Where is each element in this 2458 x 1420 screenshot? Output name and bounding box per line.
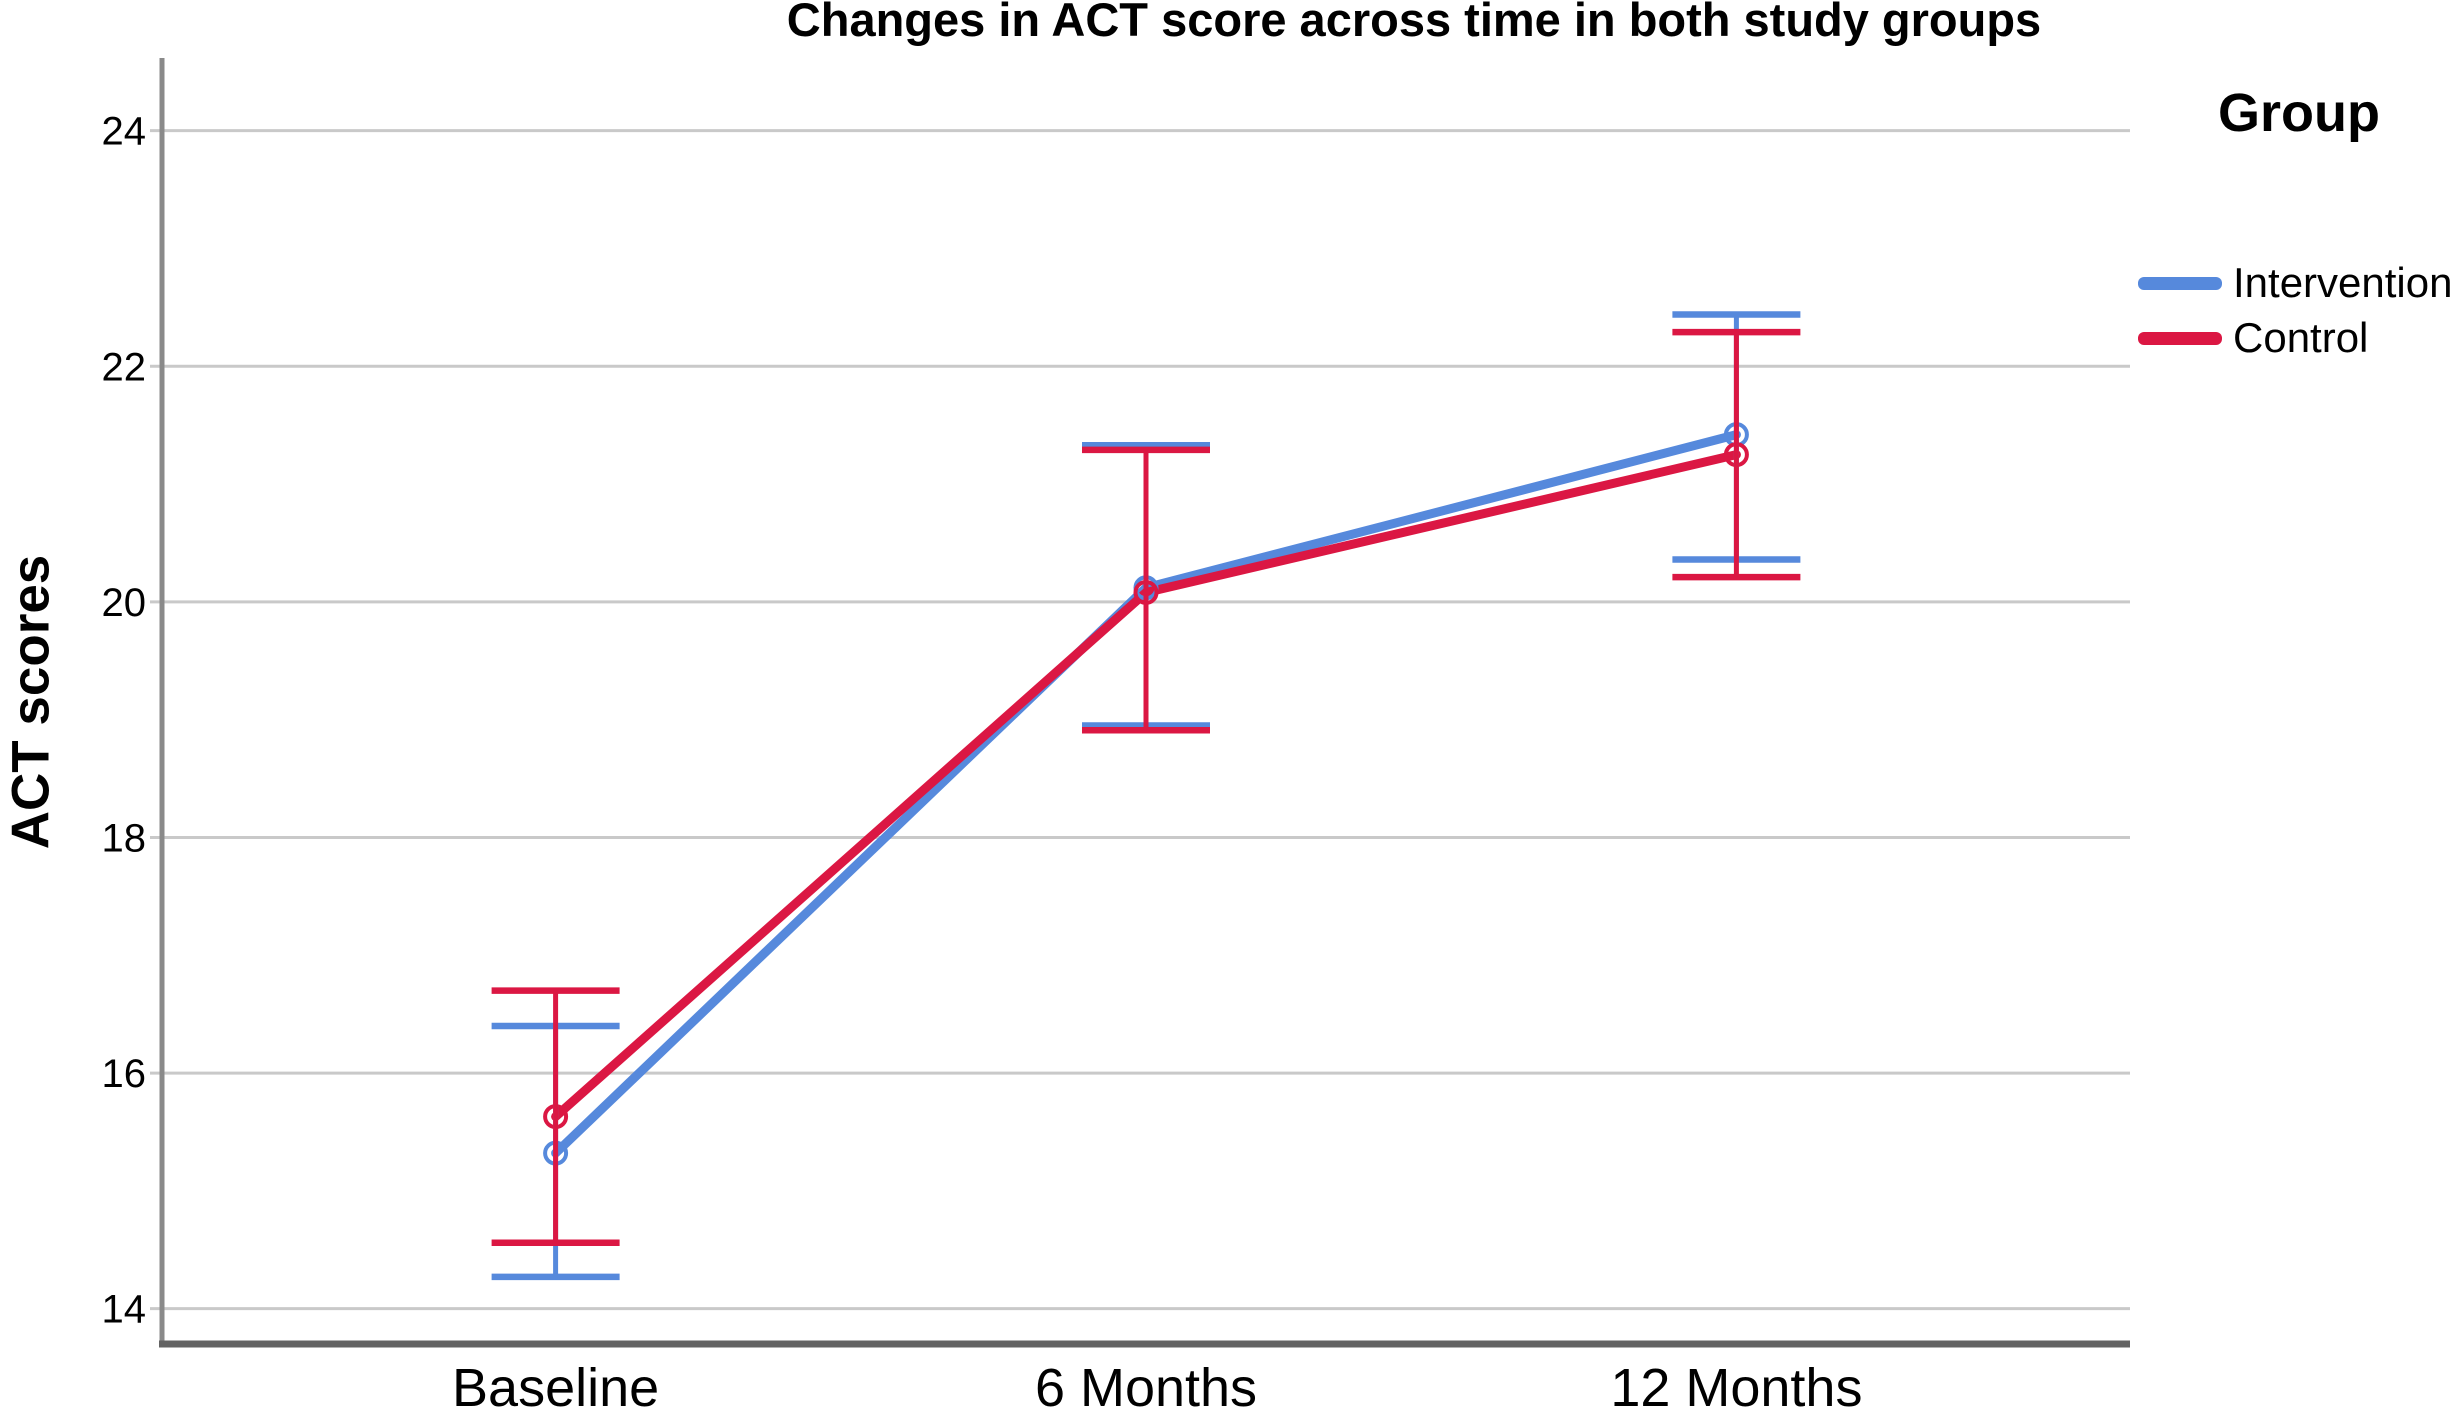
y-tick-label: 16 [102,1052,147,1096]
legend-item-intervention: Intervention [2138,262,2452,304]
y-tick-label: 14 [102,1288,147,1332]
y-tick-label: 22 [102,345,147,389]
control-line-swatch-icon [2138,331,2222,345]
y-tick-label: 24 [102,110,147,154]
x-tick-label: Baseline [452,1358,659,1418]
x-tick-label: 6 Months [1035,1358,1257,1418]
legend-item-label: Control [2233,314,2369,361]
x-tick-label: 12 Months [1610,1358,1862,1418]
legend-item-control: Control [2138,317,2368,359]
legend-title: Group [2218,83,2380,143]
y-tick-label: 20 [102,581,147,625]
y-tick-label: 18 [102,816,147,860]
intervention-line-swatch-icon [2138,276,2222,290]
y-axis-title: ACT scores [1,554,61,850]
legend-item-label: Intervention [2233,259,2453,306]
legend: Group Intervention Control [2138,83,2458,359]
chart-title: Changes in ACT score across time in both… [786,0,2042,46]
